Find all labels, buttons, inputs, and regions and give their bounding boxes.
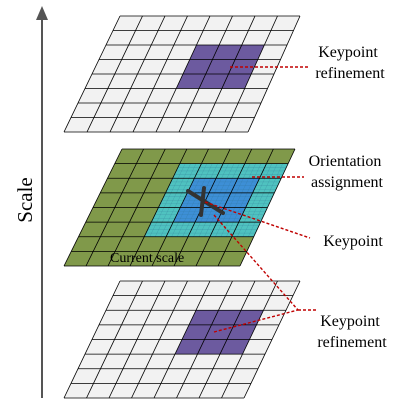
grid-line — [239, 148, 296, 267]
leader-keypoint — [204, 201, 311, 239]
leader-lines — [204, 66, 316, 333]
grid-line — [221, 280, 278, 399]
grid-line — [243, 280, 301, 399]
grid-line — [201, 15, 256, 133]
grid-line — [195, 148, 253, 267]
current-scale-label: Current scale — [110, 251, 184, 266]
grid-line — [247, 15, 301, 133]
scale-axis-label: Scale — [13, 177, 37, 222]
leader-bottom-refinement-a — [213, 214, 299, 311]
scale-axis-arrowhead — [36, 6, 48, 20]
top-keypoint-refinement-region — [176, 45, 265, 89]
bottom-scale-layer — [63, 280, 301, 399]
current-scale-layer — [63, 148, 296, 267]
grid-line — [217, 148, 274, 267]
leader-bottom-refinement-b — [213, 309, 299, 333]
bottom-keypoint-refinement-region — [175, 310, 264, 355]
keypoint-refinement-bottom-label: Keypoint refinement — [317, 313, 387, 351]
grid-line — [178, 15, 233, 133]
grid-line — [198, 280, 256, 399]
top-scale-layer — [63, 15, 301, 133]
keypoint-label: Keypoint — [323, 233, 383, 250]
keypoint-refinement-top-label: Keypoint refinement — [315, 44, 385, 82]
fine-sampling-grid — [144, 163, 289, 237]
grid-line — [224, 15, 278, 133]
grid-line — [176, 280, 233, 399]
orientation-assignment-label: Orientation assignment — [309, 153, 386, 191]
